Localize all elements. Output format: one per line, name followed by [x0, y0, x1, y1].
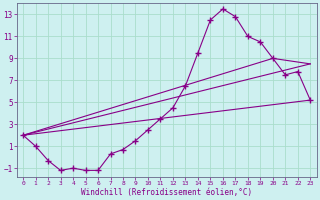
X-axis label: Windchill (Refroidissement éolien,°C): Windchill (Refroidissement éolien,°C) [81, 188, 252, 197]
